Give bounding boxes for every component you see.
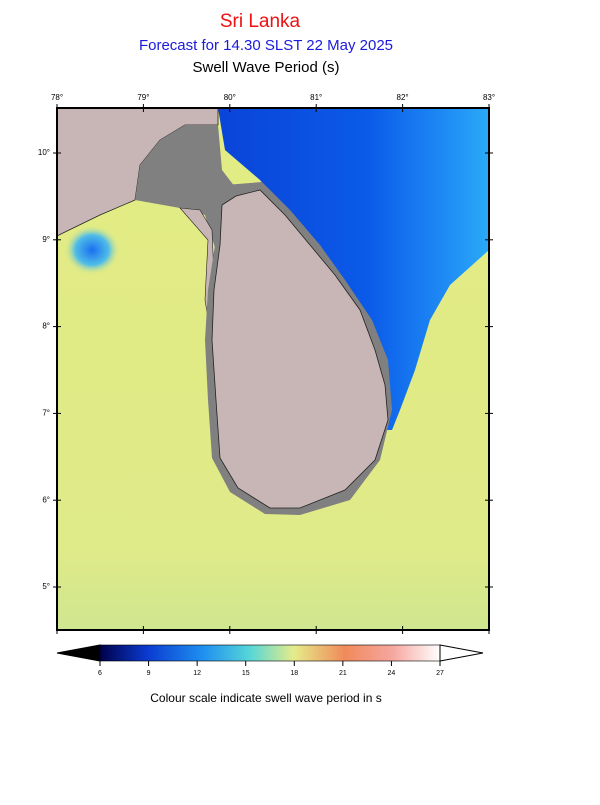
lon-label: 79° (137, 93, 149, 102)
lon-label: 78° (51, 93, 63, 102)
colorbar-label: 9 (147, 670, 151, 677)
lat-label: 10° (38, 148, 50, 157)
sri-lanka (211, 189, 389, 509)
lon-label: 82° (397, 93, 409, 102)
colorbar-label: 27 (436, 670, 444, 677)
lat-label: 7° (42, 409, 50, 418)
map: 78° 79° 80° 81° 82° 83° 10° 9° 8° 7° 6° 5° (38, 93, 495, 634)
subtitle: Forecast for 14.30 SLST 22 May 2025 (139, 37, 393, 54)
colorbar-label: 18 (290, 670, 298, 677)
map-frame (56, 107, 490, 631)
lon-label: 81° (310, 93, 322, 102)
variable: Swell Wave Period (s) (193, 59, 340, 76)
colorbar-high (439, 644, 484, 662)
colorbar-label: 12 (193, 670, 201, 677)
colorbar-label: 15 (242, 670, 250, 677)
deep-swell (218, 108, 489, 430)
lat-labels: 10° 9° 8° 7° 6° 5° (38, 148, 493, 591)
colorbar: 6 9 12 15 18 21 24 27 Colour scale indicate swe… (56, 644, 484, 705)
colorbar-labels: 6 9 12 15 18 21 24 27 (98, 661, 444, 677)
colorbar-label: 6 (98, 670, 102, 677)
lat-label: 8° (42, 322, 50, 331)
colorbar-ramp (99, 644, 441, 662)
lon-labels: 78° 79° 80° 81° 82° 83° (51, 93, 495, 634)
lon-label: 83° (483, 93, 495, 102)
lat-label: 6° (42, 495, 50, 504)
colorbar-caption: Colour scale indicate swell wave period … (150, 691, 381, 705)
colorbar-label: 24 (388, 670, 396, 677)
colorbar-label: 21 (339, 670, 347, 677)
lon-label: 80° (224, 93, 236, 102)
colorbar-low (56, 644, 101, 662)
mannar-swell (64, 225, 120, 275)
lat-label: 5° (42, 582, 50, 591)
lat-label: 9° (42, 235, 50, 244)
title: Sri Lanka (220, 11, 301, 32)
